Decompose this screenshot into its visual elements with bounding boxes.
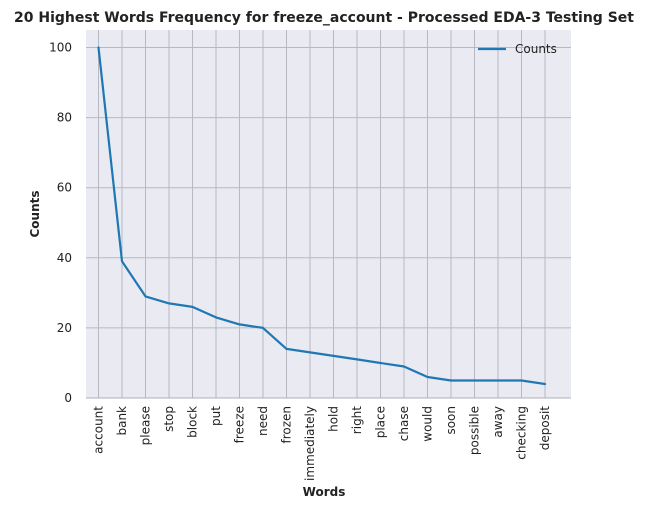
x-tick-label: soon [444, 406, 458, 435]
chart-title: 20 Highest Words Frequency for freeze_ac… [14, 10, 634, 26]
y-tick-label: 0 [64, 391, 72, 405]
x-tick-label: checking [515, 406, 529, 460]
x-tick-label: place [374, 406, 388, 438]
legend: Counts [478, 42, 557, 56]
y-tick-label: 80 [57, 111, 72, 125]
series-line-counts [97, 46, 547, 386]
x-tick-label: block [186, 406, 200, 438]
x-tick-label: need [256, 406, 270, 436]
x-tick-label: possible [468, 406, 482, 455]
x-tick-label: hold [327, 406, 341, 432]
y-tick-label: 60 [57, 181, 72, 195]
x-tick-label: immediately [303, 406, 317, 481]
y-tick-label: 100 [49, 41, 72, 55]
x-tick-label: freeze [233, 406, 247, 443]
x-tick-label: away [491, 406, 505, 438]
y-tick-label: 40 [57, 251, 72, 265]
y-tick-labels: 0 20 40 60 80 100 [49, 41, 72, 405]
plot-area [86, 30, 571, 398]
x-tick-labels: account bank please stop block put freeze need f… [92, 406, 553, 481]
y-axis-label: Counts [28, 190, 42, 237]
x-tick-label: please [139, 406, 153, 445]
x-tick-label: account [92, 406, 106, 454]
x-tick-label: chase [397, 406, 411, 441]
x-tick-label: frozen [280, 406, 294, 444]
x-tick-label: would [421, 406, 435, 442]
x-axis-label: Words [303, 485, 346, 499]
x-tick-label: deposit [538, 406, 552, 451]
legend-label-counts: Counts [515, 42, 557, 56]
x-tick-label: right [350, 406, 364, 434]
y-tick-label: 20 [57, 321, 72, 335]
x-tick-label: put [209, 406, 223, 426]
x-tick-label: stop [162, 406, 176, 432]
grid [86, 30, 571, 399]
x-tick-label: bank [115, 406, 129, 436]
